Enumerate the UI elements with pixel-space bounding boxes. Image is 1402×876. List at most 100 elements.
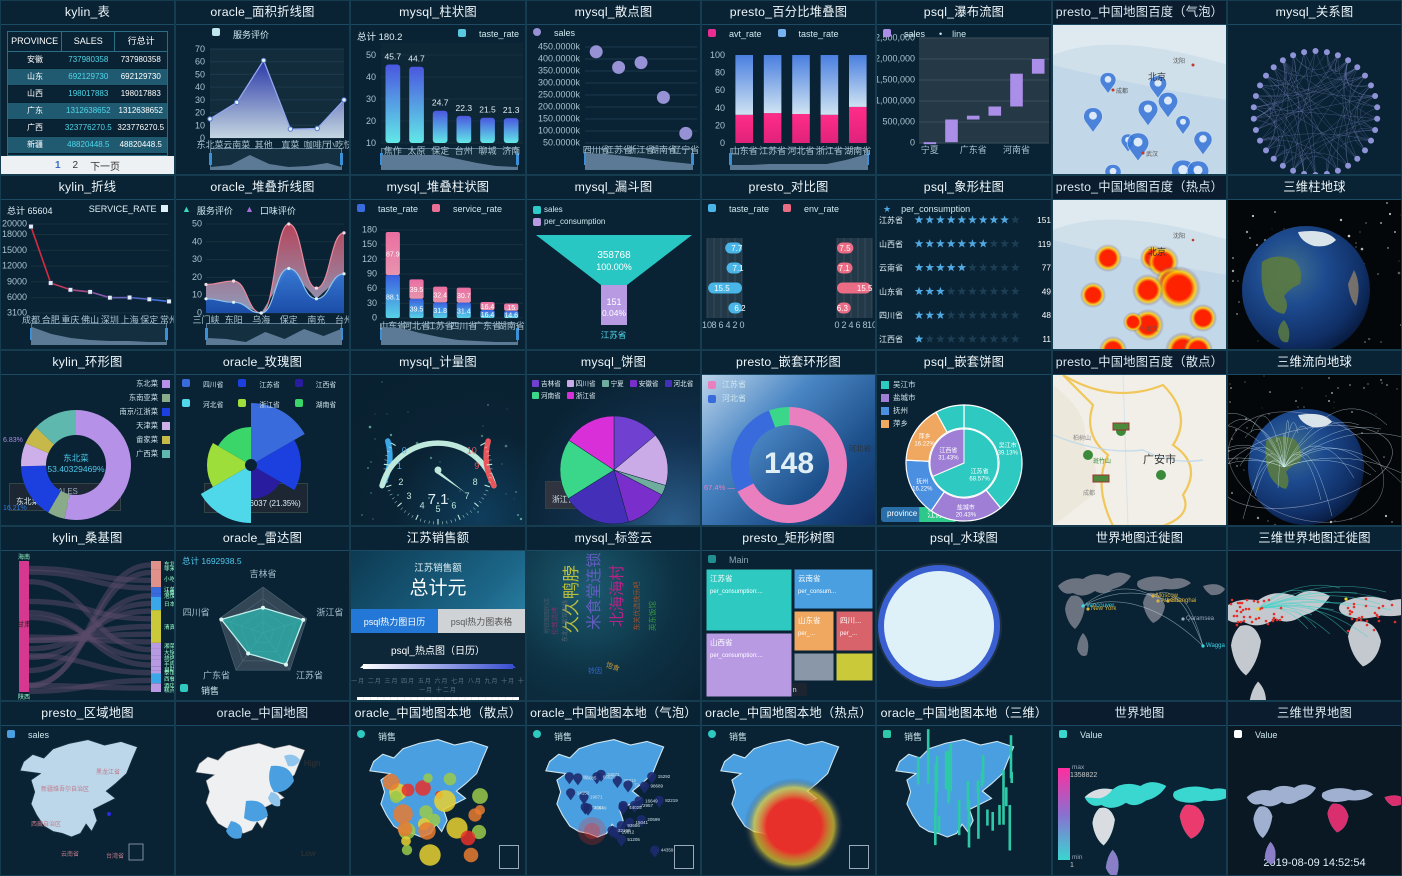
svg-text:49: 49 <box>1042 286 1051 296</box>
svg-text:12000: 12000 <box>2 261 27 271</box>
svg-text:广安市: 广安市 <box>1143 452 1176 466</box>
svg-text:32198: 32198 <box>618 828 631 833</box>
svg-text:江西省: 江西省 <box>879 334 903 344</box>
svg-text:19671: 19671 <box>590 794 603 799</box>
svg-text:30: 30 <box>195 95 205 105</box>
svg-text:成都: 成都 <box>1116 87 1128 95</box>
svg-text:180: 180 <box>362 225 377 235</box>
svg-text:39.5: 39.5 <box>410 306 424 313</box>
svg-text:80: 80 <box>715 68 725 78</box>
svg-text:4: 4 <box>725 320 730 330</box>
svg-text:抚州: 抚州 <box>916 478 928 486</box>
svg-text:吴江市: 吴江市 <box>999 441 1017 449</box>
svg-text:江苏省: 江苏省 <box>296 669 323 680</box>
svg-text:北海海村: 北海海村 <box>608 565 626 627</box>
svg-text:60: 60 <box>367 283 377 293</box>
svg-text:44.7: 44.7 <box>408 54 425 64</box>
svg-text:15: 15 <box>507 305 515 312</box>
svg-text:68.57%: 68.57% <box>969 476 990 482</box>
svg-text:柏树山: 柏树山 <box>1073 434 1091 442</box>
svg-text:50: 50 <box>192 219 202 229</box>
svg-text:78685: 78685 <box>584 775 597 780</box>
svg-text:泰馆: 泰馆 <box>164 668 174 676</box>
svg-text:20.43%: 20.43% <box>956 513 977 519</box>
svg-text:Wagga Wagga: Wagga Wagga <box>1206 643 1226 649</box>
svg-text:10: 10 <box>467 446 477 456</box>
svg-text:江苏省: 江苏省 <box>879 215 903 225</box>
svg-text:0: 0 <box>402 446 407 456</box>
svg-text:甘肃: 甘肃 <box>17 620 31 629</box>
svg-text:米食堂连锁: 米食堂连锁 <box>585 552 603 630</box>
svg-text:0: 0 <box>910 138 915 148</box>
svg-text:21.3: 21.3 <box>503 105 520 115</box>
svg-text:山西省: 山西省 <box>710 637 733 647</box>
svg-text:1,000,000: 1,000,000 <box>877 96 915 106</box>
svg-text:小吃面食: 小吃面食 <box>164 575 174 583</box>
svg-text:成都: 成都 <box>1083 489 1095 497</box>
svg-text:100.0000k: 100.0000k <box>538 126 581 136</box>
svg-text:16.22%: 16.22% <box>912 487 933 493</box>
svg-text:Shanghai: Shanghai <box>1171 598 1196 604</box>
svg-text:22.3: 22.3 <box>456 103 473 113</box>
svg-text:地铁图图的店: 地铁图图的店 <box>543 598 551 634</box>
svg-text:53.40329469%: 53.40329469% <box>47 464 105 474</box>
svg-text:32.4: 32.4 <box>433 293 447 300</box>
svg-text:6000: 6000 <box>7 292 27 302</box>
svg-text:21.5: 21.5 <box>479 105 496 115</box>
svg-text:7.7: 7.7 <box>731 244 743 253</box>
svg-text:82219: 82219 <box>665 798 678 803</box>
svg-text:云南省: 云南省 <box>61 850 79 858</box>
svg-text:39.5: 39.5 <box>410 287 424 294</box>
svg-text:7.5: 7.5 <box>839 244 851 253</box>
svg-text:31.43%: 31.43% <box>938 456 959 462</box>
svg-text:饱食: 饱食 <box>605 660 621 673</box>
svg-text:湘菜: 湘菜 <box>164 642 174 650</box>
svg-text:泡馍菜: 泡馍菜 <box>164 592 174 600</box>
svg-text:65620: 65620 <box>603 774 616 779</box>
svg-text:30: 30 <box>367 298 377 308</box>
svg-text:20599: 20599 <box>647 817 660 822</box>
svg-text:1,500,000: 1,500,000 <box>877 75 915 85</box>
svg-text:四川省: 四川省 <box>183 607 210 618</box>
svg-text:per_consumption:...: per_consumption:... <box>710 589 763 595</box>
svg-text:盐城市: 盐城市 <box>957 504 975 512</box>
svg-text:20: 20 <box>715 120 725 130</box>
svg-text:151: 151 <box>1037 215 1051 225</box>
svg-text:2: 2 <box>732 320 737 330</box>
svg-text:31.4: 31.4 <box>457 308 471 315</box>
svg-text:西餐: 西餐 <box>164 675 174 683</box>
svg-text:100: 100 <box>710 50 725 60</box>
svg-text:350.0000k: 350.0000k <box>538 66 581 76</box>
svg-text:44359: 44359 <box>661 848 674 853</box>
svg-text:8: 8 <box>473 477 478 487</box>
svg-text:45.7: 45.7 <box>385 52 402 62</box>
svg-text:6: 6 <box>451 501 456 511</box>
svg-text:11: 11 <box>1042 334 1051 344</box>
svg-text:20: 20 <box>192 272 202 282</box>
svg-text:15292: 15292 <box>658 774 671 779</box>
svg-text:20: 20 <box>366 116 376 126</box>
svg-text:广东省: 广东省 <box>960 144 987 155</box>
svg-text:150.0000k: 150.0000k <box>538 114 581 124</box>
svg-text:88.1: 88.1 <box>386 295 400 302</box>
svg-text:山西省: 山西省 <box>879 239 903 249</box>
svg-text:50: 50 <box>195 69 205 79</box>
svg-text:44025: 44025 <box>629 805 642 810</box>
svg-text:台湾省: 台湾省 <box>106 852 124 860</box>
svg-text:per_...: per_... <box>840 631 857 637</box>
svg-text:77: 77 <box>1042 263 1051 273</box>
svg-text:0: 0 <box>372 313 377 323</box>
svg-text:30.7: 30.7 <box>457 293 471 300</box>
svg-text:15.5: 15.5 <box>714 284 730 293</box>
svg-text:0: 0 <box>739 320 744 330</box>
svg-text:9000: 9000 <box>7 276 27 286</box>
svg-text:4: 4 <box>420 501 425 511</box>
svg-text:0: 0 <box>834 320 839 330</box>
svg-text:20000: 20000 <box>2 219 27 229</box>
svg-text:14.6: 14.6 <box>504 312 518 319</box>
svg-text:吉林省: 吉林省 <box>249 568 276 579</box>
svg-text:30: 30 <box>192 254 202 264</box>
svg-text:山东省: 山东省 <box>879 286 903 296</box>
svg-text:Low: Low <box>301 849 316 858</box>
svg-text:98689: 98689 <box>651 784 664 789</box>
